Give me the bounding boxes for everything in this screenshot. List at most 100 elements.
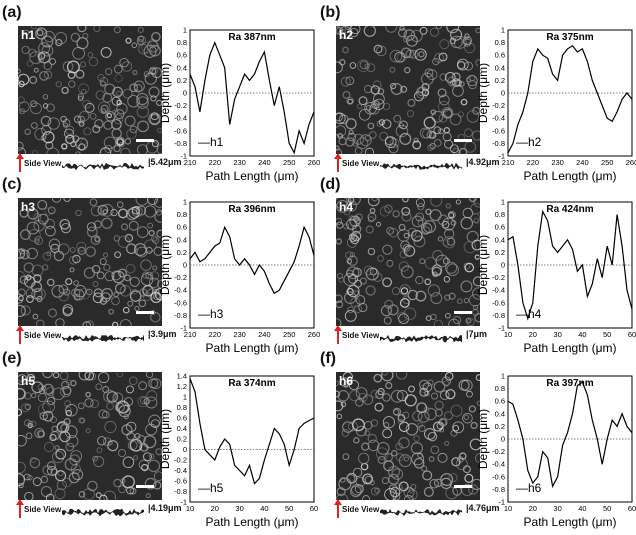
y-tick-label: -0.2 <box>174 456 187 465</box>
series-line <box>507 45 633 154</box>
y-tick-label: -1 <box>498 324 505 333</box>
y-tick-label: -0.2 <box>492 447 505 456</box>
y-tick-label: 0 <box>501 261 505 270</box>
x-axis-label: Path Length (μm) <box>524 169 617 183</box>
legend-entry: —h5 <box>198 481 224 495</box>
arrow-up-icon <box>16 499 24 518</box>
x-tick-label: 220 <box>527 158 540 167</box>
panel-label: (b) <box>320 4 341 21</box>
y-tick-label: 0.4 <box>177 424 187 433</box>
x-tick-label: 30 <box>553 330 561 339</box>
y-tick-label: -0.8 <box>174 487 187 496</box>
depth-profile-chart: 10 20 30 40 50 60 -1 -0.8 -0.6 -0.4 -0.2 0 0.2 0.4 0.6… <box>476 192 636 356</box>
y-tick-label: -0.6 <box>174 126 187 135</box>
side-view-label: Side View <box>342 159 380 168</box>
figure-panel: (c) h3 Side View |3.9μm 210 220 230 240 250 260 -1… <box>0 176 321 355</box>
x-tick-label: 40 <box>578 504 586 513</box>
arrow-up-icon <box>16 153 24 172</box>
x-tick-label: 10 <box>504 504 512 513</box>
x-tick-label: 210 <box>184 158 197 167</box>
x-tick-label: 60 <box>310 504 318 513</box>
y-axis-label: Depth (μm) <box>476 63 490 123</box>
side-height-value: |4.19μm <box>148 503 182 513</box>
y-tick-label: 0.6 <box>495 397 505 406</box>
panel-label: (a) <box>2 4 22 21</box>
figure-panel: (d) h4 Side View |7μm 10 20 30 40 50 60 -1 -0.8 -0.6… <box>318 176 636 355</box>
x-axis-label: Path Length (μm) <box>206 169 299 183</box>
x-tick-label: 20 <box>529 330 537 339</box>
side-profile <box>380 508 462 517</box>
y-tick-label: 1.2 <box>177 382 187 391</box>
x-tick-label: 20 <box>211 504 219 513</box>
figure-panel: (a) h1 Side View |5.42μm 210 220 230 240 250 260 -… <box>0 4 320 183</box>
series-line <box>507 381 633 489</box>
y-tick-label: -0.6 <box>492 472 505 481</box>
x-tick-label: 240 <box>258 158 271 167</box>
y-tick-label: 1 <box>183 26 187 35</box>
legend-entry: —h6 <box>516 481 542 495</box>
x-tick-label: 260 <box>308 330 321 339</box>
side-view: Side View |7μm <box>334 325 636 348</box>
side-profile <box>62 508 144 517</box>
ra-value: Ra 374nm <box>228 378 275 389</box>
image-label: h6 <box>339 374 354 388</box>
y-tick-label: 1 <box>183 198 187 207</box>
x-tick-label: 60 <box>628 504 636 513</box>
ra-value: Ra 375nm <box>546 32 593 43</box>
side-height-value: |5.42μm <box>148 157 182 167</box>
x-tick-label: 220 <box>209 158 222 167</box>
arrow-up-icon <box>334 153 342 172</box>
sem-image: h1 <box>18 26 162 154</box>
y-tick-label: 0.8 <box>495 210 505 219</box>
y-tick-label: 0.4 <box>495 409 505 418</box>
legend-entry: —h4 <box>516 307 542 321</box>
image-label: h3 <box>21 200 36 214</box>
side-height-value: |7μm <box>466 329 488 339</box>
depth-profile-chart: 210 220 230 240 250 260 -1 -0.8 -0.6 -0.4 -0.2 0 0.2… <box>476 20 636 184</box>
y-tick-label: -0.8 <box>492 311 505 320</box>
ra-value: Ra 397nm <box>546 378 593 389</box>
sem-image: h2 <box>336 26 480 154</box>
image-label: h2 <box>339 28 354 42</box>
sem-image: h6 <box>336 372 480 500</box>
scale-bar <box>454 485 472 488</box>
x-tick-label: 250 <box>601 158 614 167</box>
panel-label: (d) <box>320 176 341 193</box>
y-tick-label: 0.8 <box>177 403 187 412</box>
x-tick-label: 210 <box>184 330 197 339</box>
side-view-label: Side View <box>24 159 62 168</box>
x-axis-label: Path Length (μm) <box>524 515 617 529</box>
y-tick-label: 0.4 <box>177 235 187 244</box>
y-tick-label: 0.4 <box>495 63 505 72</box>
side-height-value: |4.76μm <box>466 503 500 513</box>
y-tick-label: 0.6 <box>495 51 505 60</box>
ra-value: Ra 424nm <box>546 204 593 215</box>
y-tick-label: 0.8 <box>495 384 505 393</box>
y-tick-label: -0.6 <box>492 298 505 307</box>
depth-profile-chart: 10 20 30 40 50 60 -1 -0.8 -0.6 -0.4 -0.2 0 0.2 0.4 0.6… <box>476 366 636 530</box>
x-tick-label: 20 <box>529 504 537 513</box>
x-tick-label: 230 <box>551 158 564 167</box>
x-tick-label: 50 <box>603 330 611 339</box>
x-axis-label: Path Length (μm) <box>206 341 299 355</box>
y-tick-label: 0.4 <box>177 63 187 72</box>
x-tick-label: 260 <box>626 158 636 167</box>
y-tick-label: -0.6 <box>492 126 505 135</box>
y-tick-label: 0.6 <box>177 223 187 232</box>
y-tick-label: 0.2 <box>177 248 187 257</box>
y-tick-label: 0 <box>183 89 187 98</box>
side-view-label: Side View <box>342 331 380 340</box>
ra-value: Ra 396nm <box>228 204 275 215</box>
y-tick-label: -1 <box>180 152 187 161</box>
x-tick-label: 250 <box>283 330 296 339</box>
y-tick-label: 1.4 <box>177 372 187 381</box>
y-tick-label: -0.8 <box>174 139 187 148</box>
x-tick-label: 60 <box>628 330 636 339</box>
image-label: h4 <box>339 200 354 214</box>
y-tick-label: -1 <box>498 498 505 507</box>
y-tick-label: 0.8 <box>177 38 187 47</box>
side-view: Side View |4.76μm <box>334 499 636 522</box>
legend-entry: —h2 <box>516 135 542 149</box>
y-tick-label: -1 <box>180 498 187 507</box>
